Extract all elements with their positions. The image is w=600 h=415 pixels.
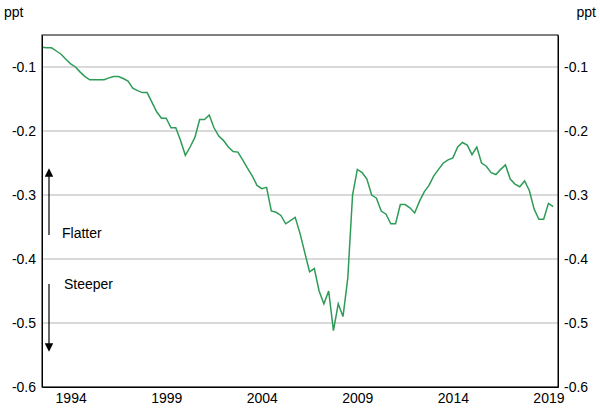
- x-axis: 1994 1999 2004 2009 2014 2019: [43, 387, 565, 406]
- tick: -0.4: [12, 251, 42, 267]
- axis-line: [42, 36, 43, 388]
- tick-label: -0.3: [12, 187, 36, 203]
- tick: -0.4: [558, 251, 588, 267]
- tick-label: 1994: [56, 390, 87, 406]
- chart: -0.6 -0.5 -0.4 -0.3 -0.2 -0.1 -0.6 -0.5 -0.4 -0.3…: [0, 0, 600, 415]
- tick: 2019: [533, 387, 564, 406]
- annotation: Steeper: [64, 276, 113, 292]
- tick-label: -0.5: [564, 315, 588, 331]
- tick: -0.3: [558, 187, 588, 203]
- tick-label: 2009: [342, 390, 373, 406]
- grid-line: [42, 131, 558, 132]
- tick-label: -0.1: [564, 59, 588, 75]
- grid-line: [42, 67, 558, 68]
- plot-frame: [42, 35, 558, 387]
- tick: 1994: [56, 387, 87, 406]
- axis-unit: ppt: [577, 4, 597, 20]
- tick: -0.3: [12, 187, 42, 203]
- tick-label: 2019: [533, 390, 564, 406]
- tick: -0.1: [12, 59, 42, 75]
- tick-label: -0.6: [564, 379, 588, 395]
- tick: -0.1: [558, 59, 588, 75]
- tick: 2009: [342, 387, 373, 406]
- grid-line: [42, 323, 558, 324]
- annotations: Flatter Steeper: [49, 170, 113, 350]
- tick: 1999: [151, 387, 182, 406]
- axis-line: [43, 387, 559, 388]
- tick: -0.5: [558, 315, 588, 331]
- grid-line: [42, 259, 558, 260]
- grid: [42, 67, 558, 387]
- tick-label: -0.4: [564, 251, 588, 267]
- y-axis-right: -0.6 -0.5 -0.4 -0.3 -0.2 -0.1: [558, 36, 588, 395]
- tick-label: 2014: [438, 390, 469, 406]
- tick: -0.6: [12, 379, 42, 395]
- tick-label: -0.3: [564, 187, 588, 203]
- axis-unit: ppt: [4, 4, 24, 20]
- series-line: [42, 47, 553, 331]
- tick: -0.5: [12, 315, 42, 331]
- tick: -0.2: [12, 123, 42, 139]
- annotation: Flatter: [62, 225, 102, 241]
- tick: -0.2: [558, 123, 588, 139]
- tick-label: -0.6: [12, 379, 36, 395]
- plot-area: [42, 47, 553, 331]
- arrow-down: [48, 284, 49, 350]
- grid-line: [42, 195, 558, 196]
- arrow-up: [48, 170, 49, 235]
- tick-label: -0.2: [564, 123, 588, 139]
- axis-line: [558, 36, 559, 388]
- tick-label: -0.2: [12, 123, 36, 139]
- tick: 2004: [247, 387, 278, 406]
- tick-label: -0.4: [12, 251, 36, 267]
- tick-label: -0.1: [12, 59, 36, 75]
- tick-label: 1999: [151, 390, 182, 406]
- y-axis-left: -0.6 -0.5 -0.4 -0.3 -0.2 -0.1: [12, 36, 43, 395]
- tick-label: 2004: [247, 390, 278, 406]
- tick-label: -0.5: [12, 315, 36, 331]
- tick: 2014: [438, 387, 469, 406]
